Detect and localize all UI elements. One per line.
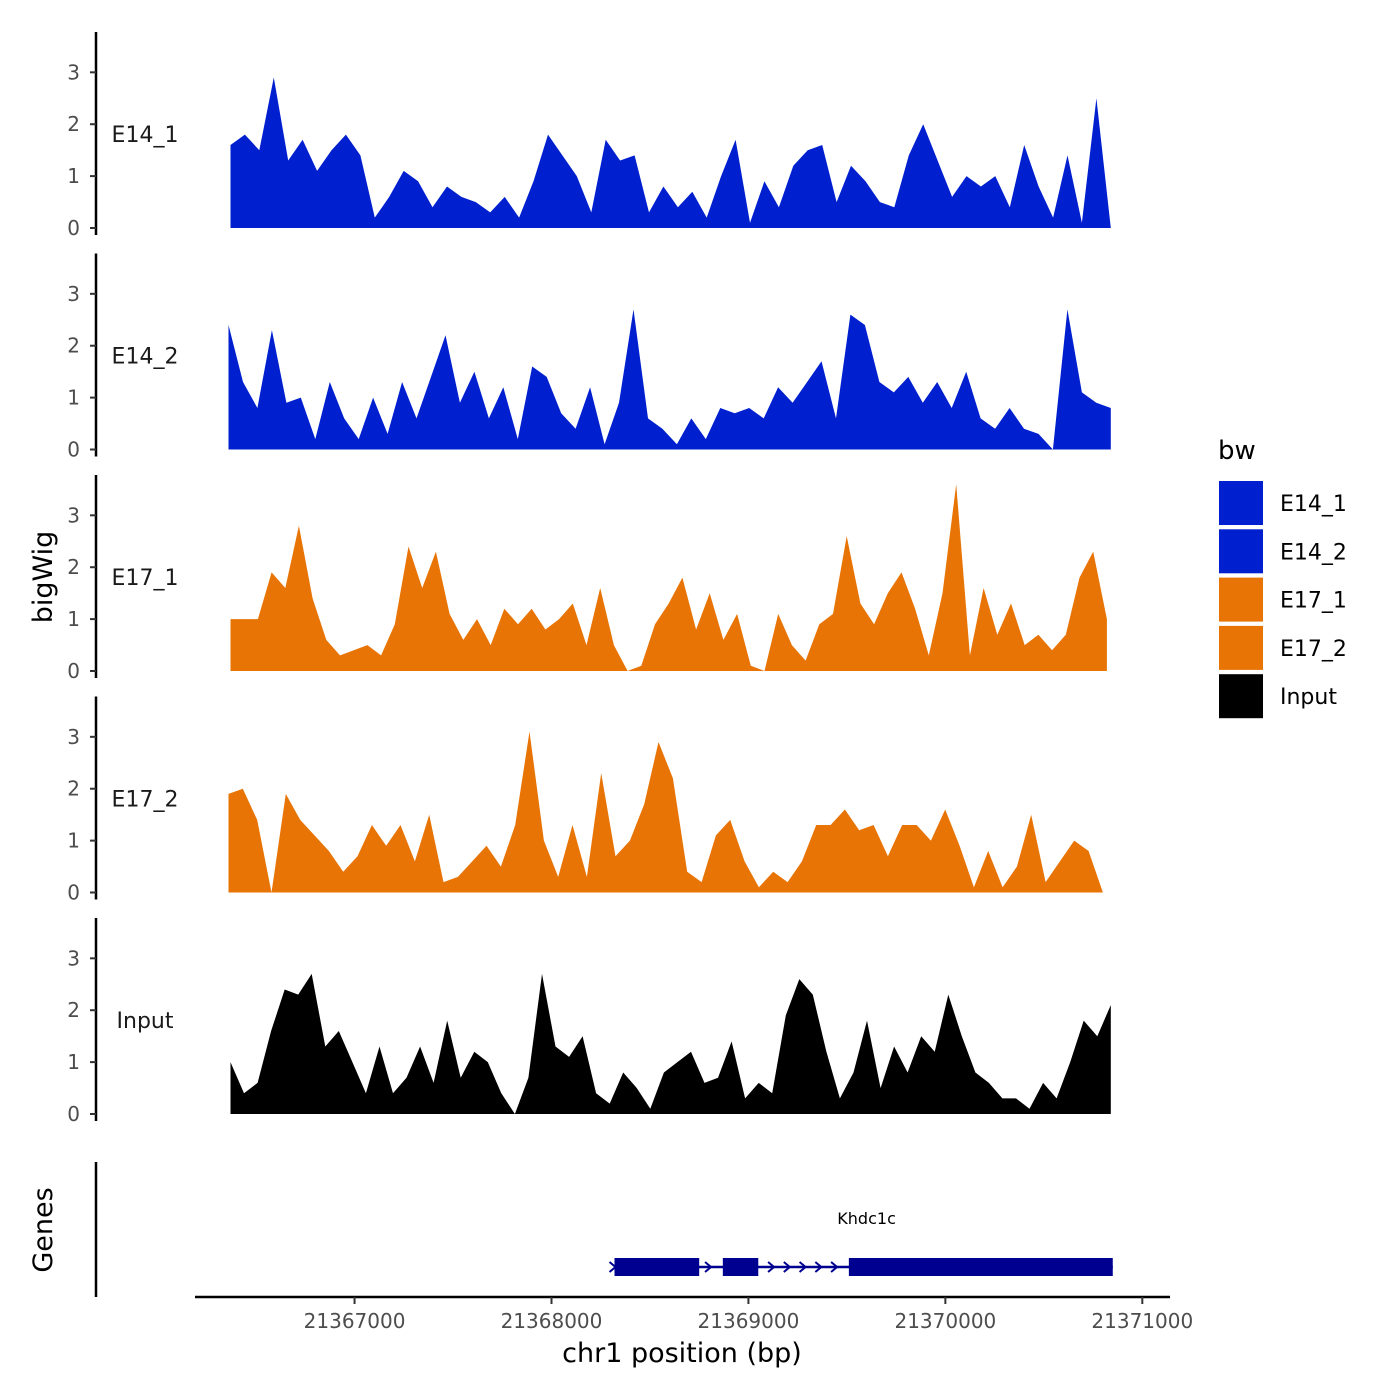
track-label: Input (117, 1009, 174, 1034)
y-tick-label: 2 (67, 334, 80, 358)
track-input: 0 1 2 3 Input (67, 918, 1111, 1126)
legend-swatch (1219, 625, 1263, 670)
x-axis: 21367000 21368000 21369000 21370000 21371000 (195, 1295, 1193, 1333)
strand-arrow (608, 1261, 618, 1273)
y-tick-label: 0 (67, 881, 80, 905)
coverage-tracks: 0 1 2 3 E14_1 0 1 2 3 E14_2 0 1 2 3 E17_1 0 1 2 3 E17_2 0 1 2 3… (67, 32, 1111, 1126)
y-tick-label: 0 (67, 438, 80, 462)
x-tick-label: 21369000 (698, 1309, 800, 1333)
legend-title: bw (1218, 436, 1256, 466)
y-tick-label: 0 (67, 659, 80, 683)
genes-track-title: Genes (28, 1187, 59, 1272)
strand-arrow (798, 1261, 808, 1273)
y-tick-label: 1 (67, 386, 80, 410)
coverage-area-e14-2 (228, 309, 1111, 450)
y-axis-title: bigWig (28, 531, 59, 624)
y-tick-label: 3 (67, 946, 80, 970)
y-tick-label: 3 (67, 60, 80, 84)
strand-arrow (767, 1261, 776, 1273)
x-tick-label: 21367000 (304, 1309, 406, 1333)
track-e14-2: 0 1 2 3 E14_2 (67, 253, 1111, 462)
y-tick-label: 0 (67, 216, 80, 240)
strand-arrow (830, 1261, 839, 1273)
legend-label: E14_2 (1280, 540, 1347, 565)
legend-swatch (1219, 529, 1263, 574)
track-label: E17_1 (112, 566, 179, 591)
y-tick-label: 1 (67, 829, 80, 853)
y-tick-label: 3 (67, 503, 80, 527)
strand-arrow (814, 1261, 823, 1273)
track-e14-1: 0 1 2 3 E14_1 (67, 32, 1111, 240)
coverage-area-e17-2 (228, 731, 1103, 893)
legend-label: E14_1 (1280, 492, 1347, 517)
legend-swatch (1219, 481, 1263, 525)
legend-label: E17_2 (1280, 637, 1347, 662)
strand-arrow (704, 1261, 713, 1273)
y-tick-label: 2 (67, 112, 80, 136)
gene-exon (614, 1258, 700, 1276)
y-tick-label: 0 (67, 1102, 80, 1126)
genes-track: Genes Khdc1c (28, 1162, 1113, 1297)
track-e17-2: 0 1 2 3 E17_2 (67, 696, 1103, 905)
gene-label: Khdc1c (837, 1209, 896, 1228)
x-tick-label: 21370000 (894, 1309, 996, 1333)
legend-label: E17_1 (1280, 589, 1347, 614)
x-axis-title: chr1 position (bp) (562, 1338, 802, 1369)
gene-exon (848, 1258, 1113, 1276)
coverage-area-e17-1 (230, 484, 1107, 671)
y-tick-label: 3 (67, 282, 80, 306)
x-tick-label: 21371000 (1091, 1309, 1193, 1333)
coverage-area-e14-1 (230, 77, 1111, 228)
legend-swatch (1219, 674, 1263, 719)
y-tick-label: 3 (67, 725, 80, 749)
y-tick-label: 1 (67, 607, 80, 631)
track-e17-1: 0 1 2 3 E17_1 (67, 475, 1107, 683)
y-tick-label: 2 (67, 998, 80, 1022)
y-tick-label: 2 (67, 555, 80, 579)
coverage-area-input (230, 973, 1111, 1114)
strand-arrow (783, 1261, 792, 1273)
track-label: E14_2 (112, 345, 179, 370)
y-tick-label: 1 (67, 1050, 80, 1074)
y-tick-label: 1 (67, 164, 80, 188)
legend-label: Input (1280, 685, 1337, 710)
y-tick-label: 2 (67, 777, 80, 801)
x-tick-label: 21368000 (501, 1309, 603, 1333)
legend: bw E14_1 E14_2 E17_1 E17_2 Input (1218, 436, 1347, 719)
legend-swatch (1219, 577, 1263, 622)
track-label: E14_1 (112, 123, 179, 148)
track-label: E17_2 (112, 788, 179, 813)
gene-exon (722, 1258, 759, 1276)
